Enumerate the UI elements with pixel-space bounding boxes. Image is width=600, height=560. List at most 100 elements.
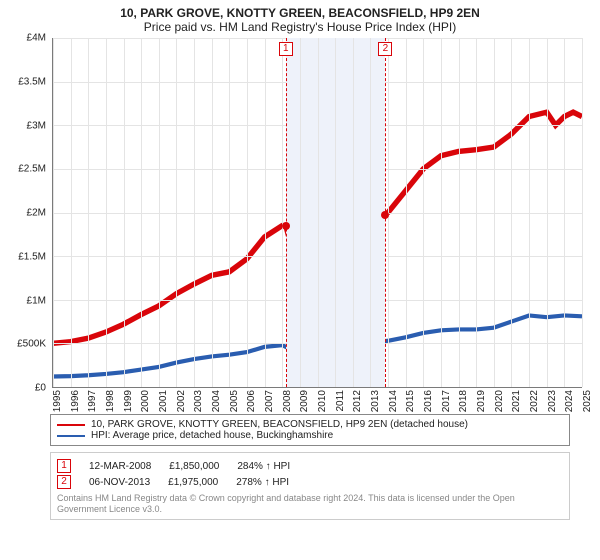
gridline-v xyxy=(282,38,283,387)
transaction-marker: 2 xyxy=(57,475,71,489)
x-tick-label: 2000 xyxy=(140,390,151,412)
y-tick-label: £1M xyxy=(27,295,46,306)
x-tick-label: 2018 xyxy=(458,390,469,412)
gridline-v xyxy=(53,38,54,387)
x-tick-label: 2004 xyxy=(211,390,222,412)
x-tick-label: 2021 xyxy=(511,390,522,412)
x-tick-label: 2011 xyxy=(335,390,346,412)
gridline-v xyxy=(88,38,89,387)
x-tick-label: 2012 xyxy=(352,390,363,412)
gridline-v xyxy=(212,38,213,387)
gridline-v xyxy=(176,38,177,387)
x-tick-label: 2009 xyxy=(299,390,310,412)
x-tick-label: 2023 xyxy=(547,390,558,412)
x-tick-label: 1996 xyxy=(70,390,81,412)
x-tick-label: 2024 xyxy=(564,390,575,412)
legend-row-hpi: HPI: Average price, detached house, Buck… xyxy=(57,430,563,441)
x-tick-label: 2002 xyxy=(176,390,187,412)
gridline-v xyxy=(582,38,583,387)
y-tick-label: £2.5M xyxy=(18,164,46,175)
legend-swatch-property xyxy=(57,424,85,426)
x-tick-label: 2007 xyxy=(264,390,275,412)
transaction-row: 1 12-MAR-2008 £1,850,000 284% ↑ HPI xyxy=(57,459,563,473)
x-tick-label: 2010 xyxy=(317,390,328,412)
transaction-marker: 1 xyxy=(57,459,71,473)
footnote: Contains HM Land Registry data © Crown c… xyxy=(57,493,563,515)
y-axis: £0£500K£1M£1.5M£2M£2.5M£3M£3.5M£4M xyxy=(10,38,50,388)
x-tick-label: 2016 xyxy=(423,390,434,412)
transaction-price: £1,850,000 xyxy=(169,461,219,472)
y-tick-label: £3.5M xyxy=(18,76,46,87)
chart-area: £0£500K£1M£1.5M£2M£2.5M£3M£3.5M£4M 12 19… xyxy=(10,38,590,408)
chart-container: 10, PARK GROVE, KNOTTY GREEN, BEACONSFIE… xyxy=(0,0,600,526)
gridline-v xyxy=(141,38,142,387)
x-tick-label: 2014 xyxy=(388,390,399,412)
x-tick-label: 1999 xyxy=(123,390,134,412)
gridline-v xyxy=(476,38,477,387)
y-tick-label: £0 xyxy=(35,383,46,394)
legend-row-property: 10, PARK GROVE, KNOTTY GREEN, BEACONSFIE… xyxy=(57,419,563,430)
y-tick-label: £1.5M xyxy=(18,251,46,262)
x-tick-label: 1998 xyxy=(105,390,116,412)
x-tick-label: 2013 xyxy=(370,390,381,412)
y-tick-label: £4M xyxy=(27,33,46,44)
transaction-delta: 278% ↑ HPI xyxy=(236,477,289,488)
gridline-v xyxy=(423,38,424,387)
data-point-dot xyxy=(381,211,389,219)
y-tick-label: £3M xyxy=(27,120,46,131)
transaction-row: 2 06-NOV-2013 £1,975,000 278% ↑ HPI xyxy=(57,475,563,489)
gridline-v xyxy=(494,38,495,387)
x-tick-label: 1995 xyxy=(52,390,63,412)
gridline-v xyxy=(300,38,301,387)
gridline-v xyxy=(335,38,336,387)
y-tick-label: £500K xyxy=(17,339,46,350)
event-line xyxy=(286,38,287,387)
gridline-v xyxy=(247,38,248,387)
x-tick-label: 2022 xyxy=(529,390,540,412)
gridline-v xyxy=(441,38,442,387)
x-tick-label: 2025 xyxy=(582,390,593,412)
gridline-v xyxy=(353,38,354,387)
gridline-v xyxy=(511,38,512,387)
event-marker: 2 xyxy=(378,42,392,56)
gridline-v xyxy=(106,38,107,387)
title-address: 10, PARK GROVE, KNOTTY GREEN, BEACONSFIE… xyxy=(10,6,590,20)
x-tick-label: 2020 xyxy=(494,390,505,412)
legend-swatch-hpi xyxy=(57,435,85,437)
x-tick-label: 2003 xyxy=(193,390,204,412)
x-tick-label: 2005 xyxy=(229,390,240,412)
x-tick-label: 1997 xyxy=(87,390,98,412)
x-tick-label: 2019 xyxy=(476,390,487,412)
plot-area: 12 xyxy=(52,38,582,388)
y-tick-label: £2M xyxy=(27,208,46,219)
x-tick-label: 2001 xyxy=(158,390,169,412)
legend-label-hpi: HPI: Average price, detached house, Buck… xyxy=(91,430,333,441)
gridline-v xyxy=(459,38,460,387)
transaction-price: £1,975,000 xyxy=(168,477,218,488)
gridline-v xyxy=(547,38,548,387)
x-tick-label: 2006 xyxy=(246,390,257,412)
gridline-v xyxy=(71,38,72,387)
transactions: 1 12-MAR-2008 £1,850,000 284% ↑ HPI 2 06… xyxy=(50,452,570,520)
transaction-delta: 284% ↑ HPI xyxy=(237,461,290,472)
x-tick-label: 2008 xyxy=(282,390,293,412)
gridline-v xyxy=(318,38,319,387)
gridline-v xyxy=(124,38,125,387)
data-point-dot xyxy=(282,222,290,230)
legend: 10, PARK GROVE, KNOTTY GREEN, BEACONSFIE… xyxy=(50,414,570,446)
transaction-date: 06-NOV-2013 xyxy=(89,477,150,488)
gridline-v xyxy=(194,38,195,387)
x-tick-label: 2015 xyxy=(405,390,416,412)
gridline-v xyxy=(406,38,407,387)
gridline-v xyxy=(529,38,530,387)
legend-label-property: 10, PARK GROVE, KNOTTY GREEN, BEACONSFIE… xyxy=(91,419,468,430)
gridline-v xyxy=(265,38,266,387)
gridline-v xyxy=(370,38,371,387)
x-tick-label: 2017 xyxy=(441,390,452,412)
gridline-v xyxy=(229,38,230,387)
gridline-v xyxy=(159,38,160,387)
transaction-date: 12-MAR-2008 xyxy=(89,461,151,472)
gridline-v xyxy=(564,38,565,387)
event-marker: 1 xyxy=(279,42,293,56)
x-axis: 1995199619971998199920002001200220032004… xyxy=(52,390,582,408)
